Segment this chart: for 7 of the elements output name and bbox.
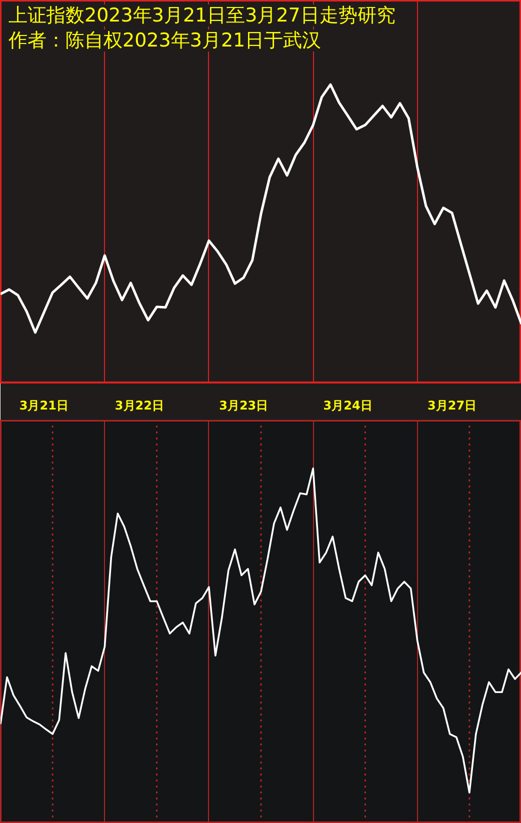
x-tick-label: 3月22日 [114, 398, 164, 412]
x-tick-label: 3月21日 [19, 398, 68, 412]
x-tick-label: 3月27日 [428, 398, 477, 412]
chart-subtitle: 作者：陈自权2023年3月21日于武汉 [8, 30, 322, 52]
x-tick-label: 3月24日 [323, 398, 372, 412]
x-tick-label: 3月23日 [219, 398, 268, 412]
chart-title: 上证指数2023年3月21日至3月27日走势研究 [8, 4, 396, 26]
